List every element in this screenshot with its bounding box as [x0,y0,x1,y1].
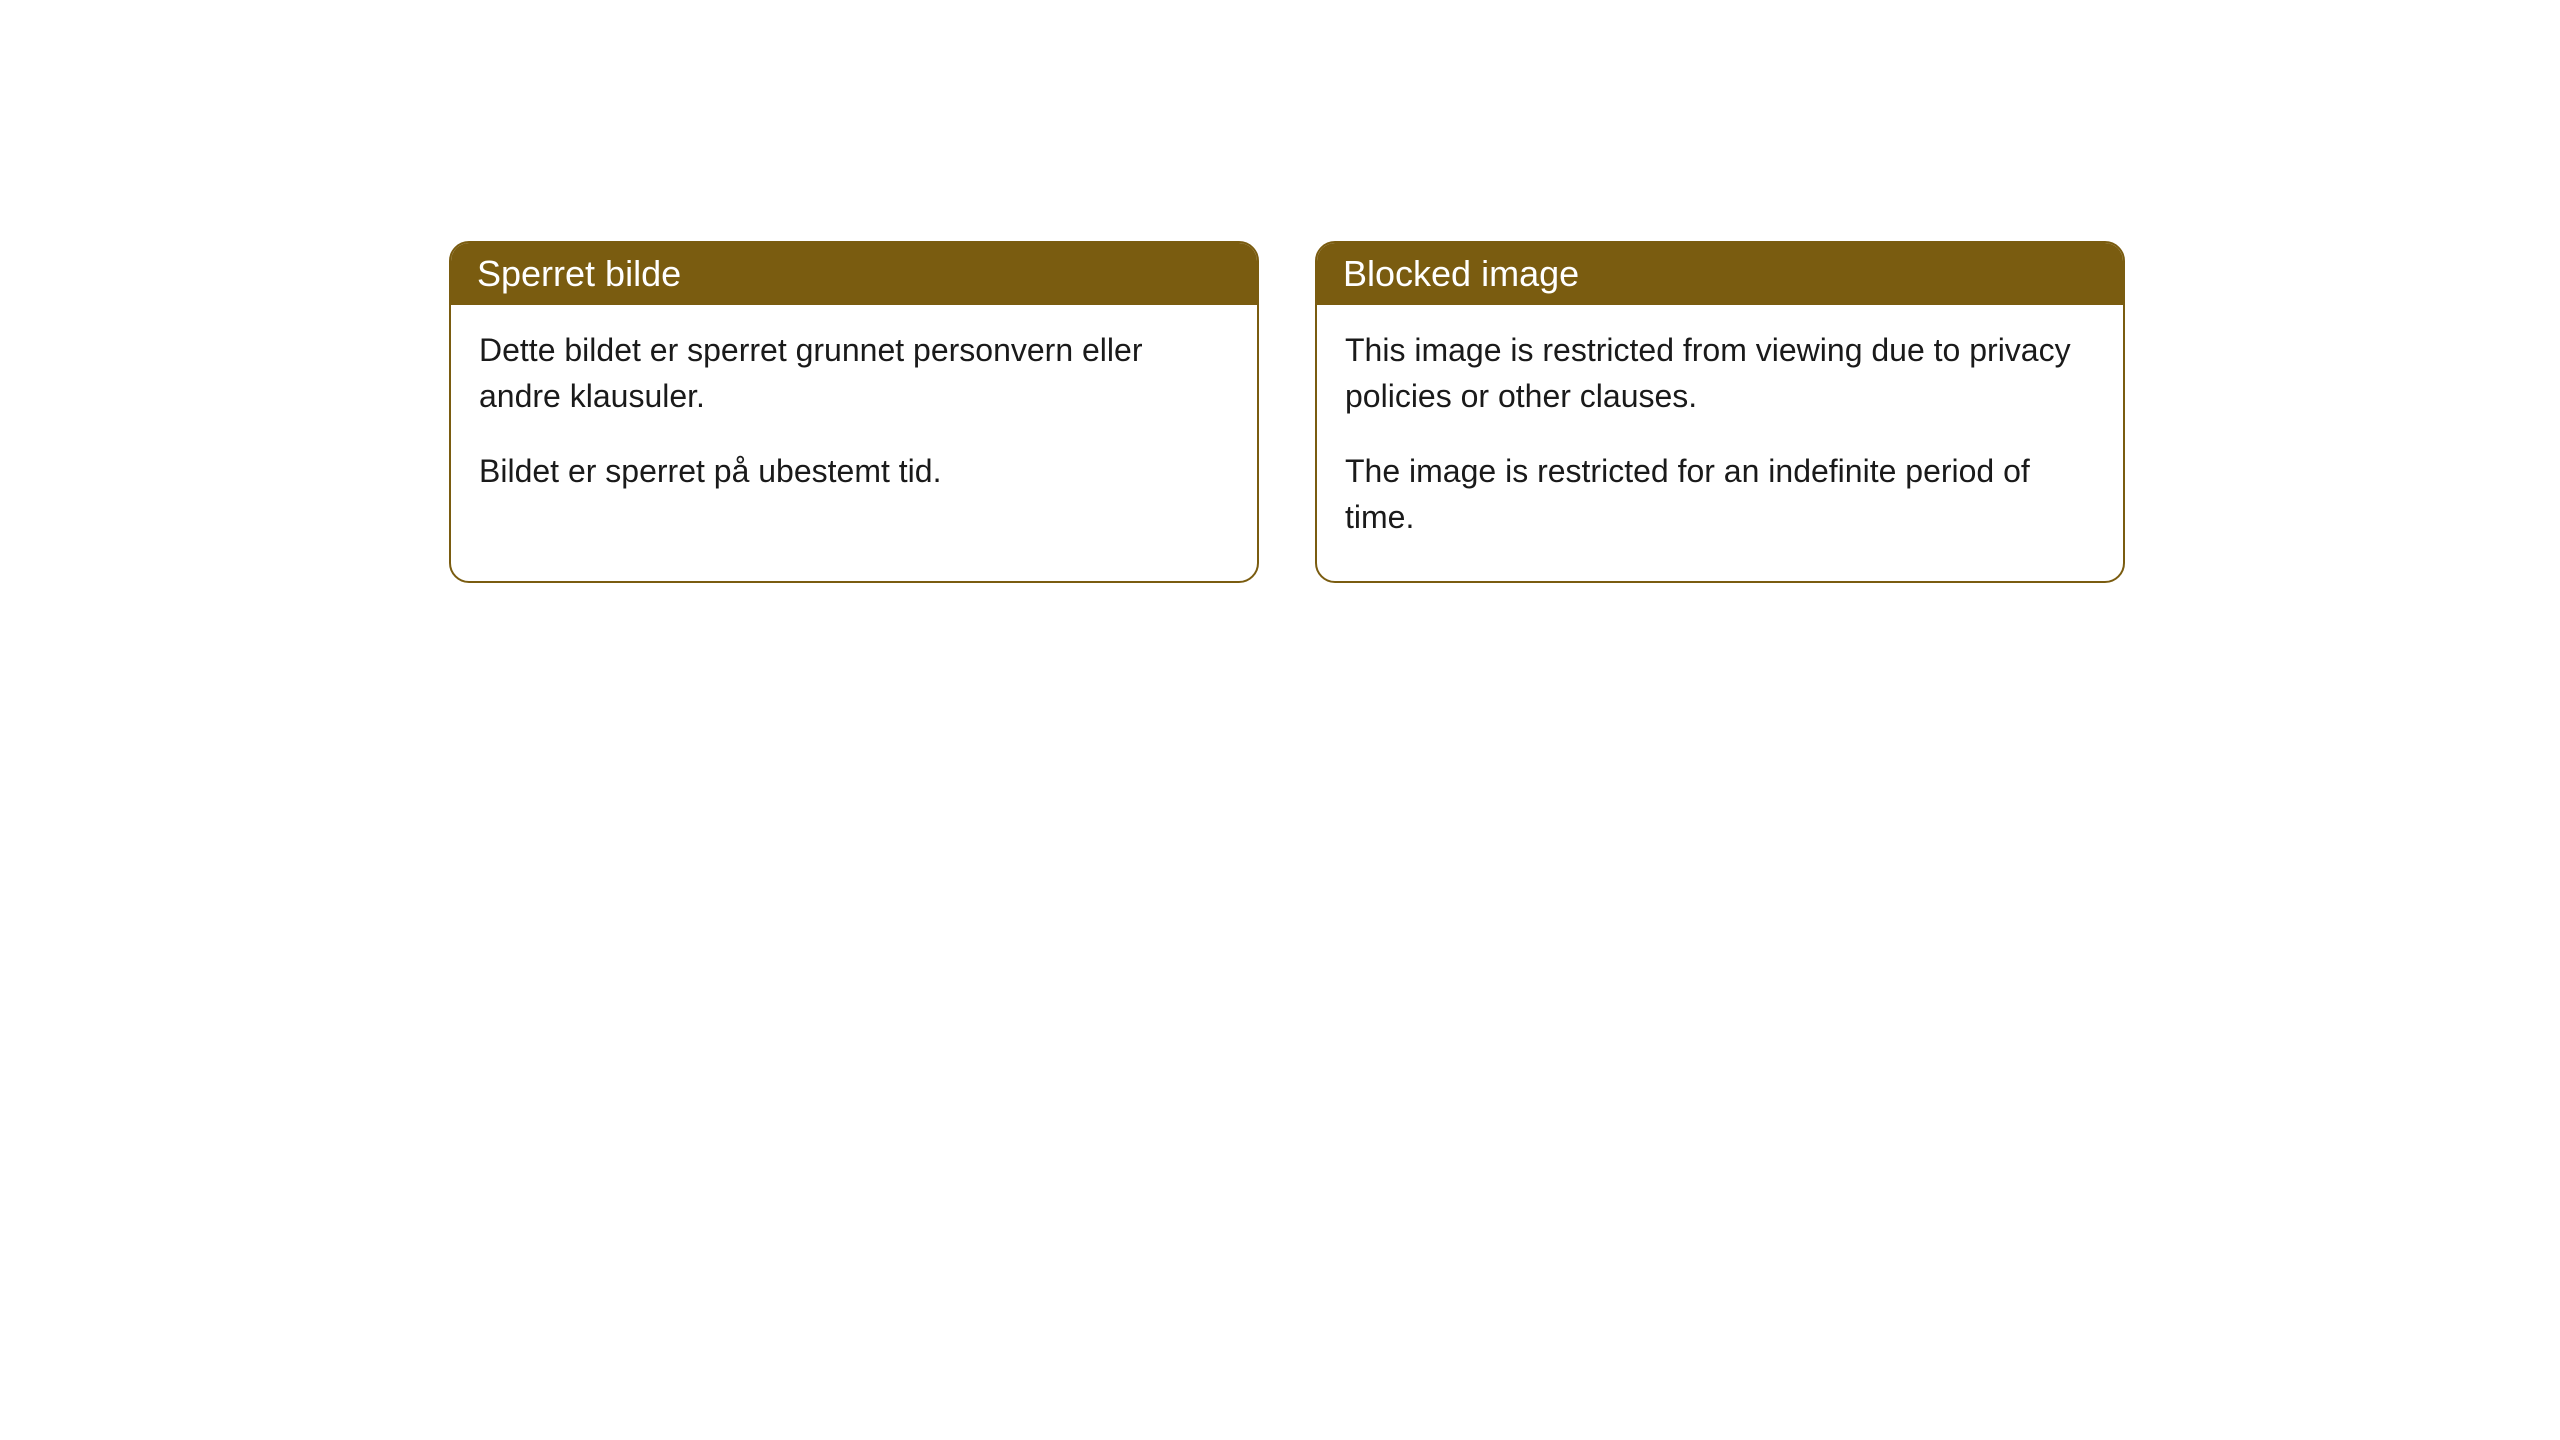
card-header: Sperret bilde [451,243,1257,305]
card-paragraph: Dette bildet er sperret grunnet personve… [479,327,1229,420]
card-header: Blocked image [1317,243,2123,305]
card-title: Sperret bilde [477,253,681,294]
notice-card-norwegian: Sperret bilde Dette bildet er sperret gr… [449,241,1259,583]
notice-cards-container: Sperret bilde Dette bildet er sperret gr… [449,241,2125,583]
card-title: Blocked image [1343,253,1579,294]
card-paragraph: Bildet er sperret på ubestemt tid. [479,448,1229,494]
card-paragraph: This image is restricted from viewing du… [1345,327,2095,420]
notice-card-english: Blocked image This image is restricted f… [1315,241,2125,583]
card-body: Dette bildet er sperret grunnet personve… [451,305,1257,534]
card-body: This image is restricted from viewing du… [1317,305,2123,581]
card-paragraph: The image is restricted for an indefinit… [1345,448,2095,541]
